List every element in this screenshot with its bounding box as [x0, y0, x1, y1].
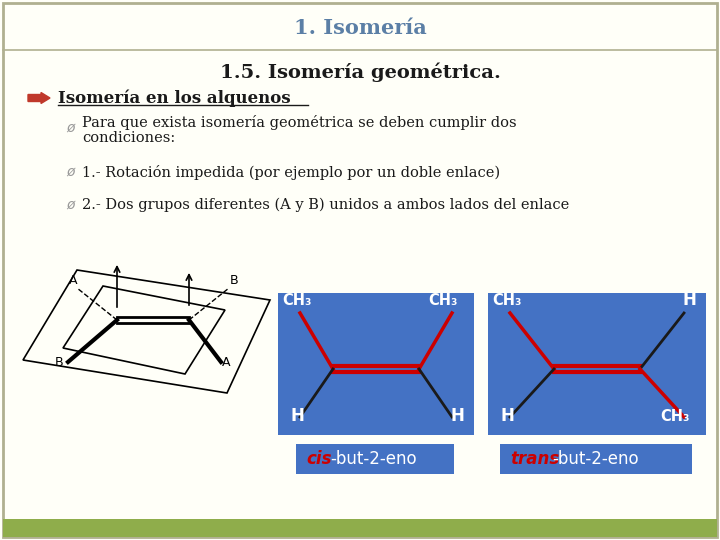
Text: cis: cis	[306, 450, 331, 468]
Text: A: A	[69, 274, 78, 287]
Bar	[500, 444, 692, 474]
FancyArrow shape	[28, 92, 50, 104]
Text: Para que exista isomería geométrica se deben cumplir dos: Para que exista isomería geométrica se d…	[82, 114, 517, 130]
Bar	[3, 519, 717, 537]
Text: ø: ø	[66, 198, 74, 212]
Text: CH₃: CH₃	[660, 409, 689, 424]
Text: 1.5. Isomería geométrica.: 1.5. Isomería geométrica.	[220, 62, 500, 82]
Text: B: B	[230, 274, 238, 287]
Text: CH₃: CH₃	[282, 293, 311, 308]
Text: -but-2-eno: -but-2-eno	[552, 450, 639, 468]
Text: H: H	[290, 407, 304, 425]
Text: H: H	[682, 291, 696, 309]
Text: CH₃: CH₃	[428, 293, 457, 308]
Text: H: H	[500, 407, 514, 425]
Text: ø: ø	[66, 165, 74, 179]
Text: condiciones:: condiciones:	[82, 131, 175, 145]
Text: 1.- Rotación impedida (por ejemplo por un doble enlace): 1.- Rotación impedida (por ejemplo por u…	[82, 165, 500, 179]
Text: -but-2-eno: -but-2-eno	[330, 450, 417, 468]
Text: A: A	[222, 356, 230, 369]
Text: CH₃: CH₃	[492, 293, 521, 308]
Bar	[488, 293, 706, 435]
Bar	[278, 293, 474, 435]
Text: B: B	[55, 356, 63, 369]
Text: 1. Isomería: 1. Isomería	[294, 18, 426, 38]
Bar	[296, 444, 454, 474]
Text: 2.- Dos grupos diferentes (A y B) unidos a ambos lados del enlace: 2.- Dos grupos diferentes (A y B) unidos…	[82, 198, 570, 212]
Text: H: H	[450, 407, 464, 425]
Text: trans: trans	[510, 450, 559, 468]
Text: Isomería en los alquenos: Isomería en los alquenos	[58, 89, 291, 107]
Text: ø: ø	[66, 121, 74, 135]
